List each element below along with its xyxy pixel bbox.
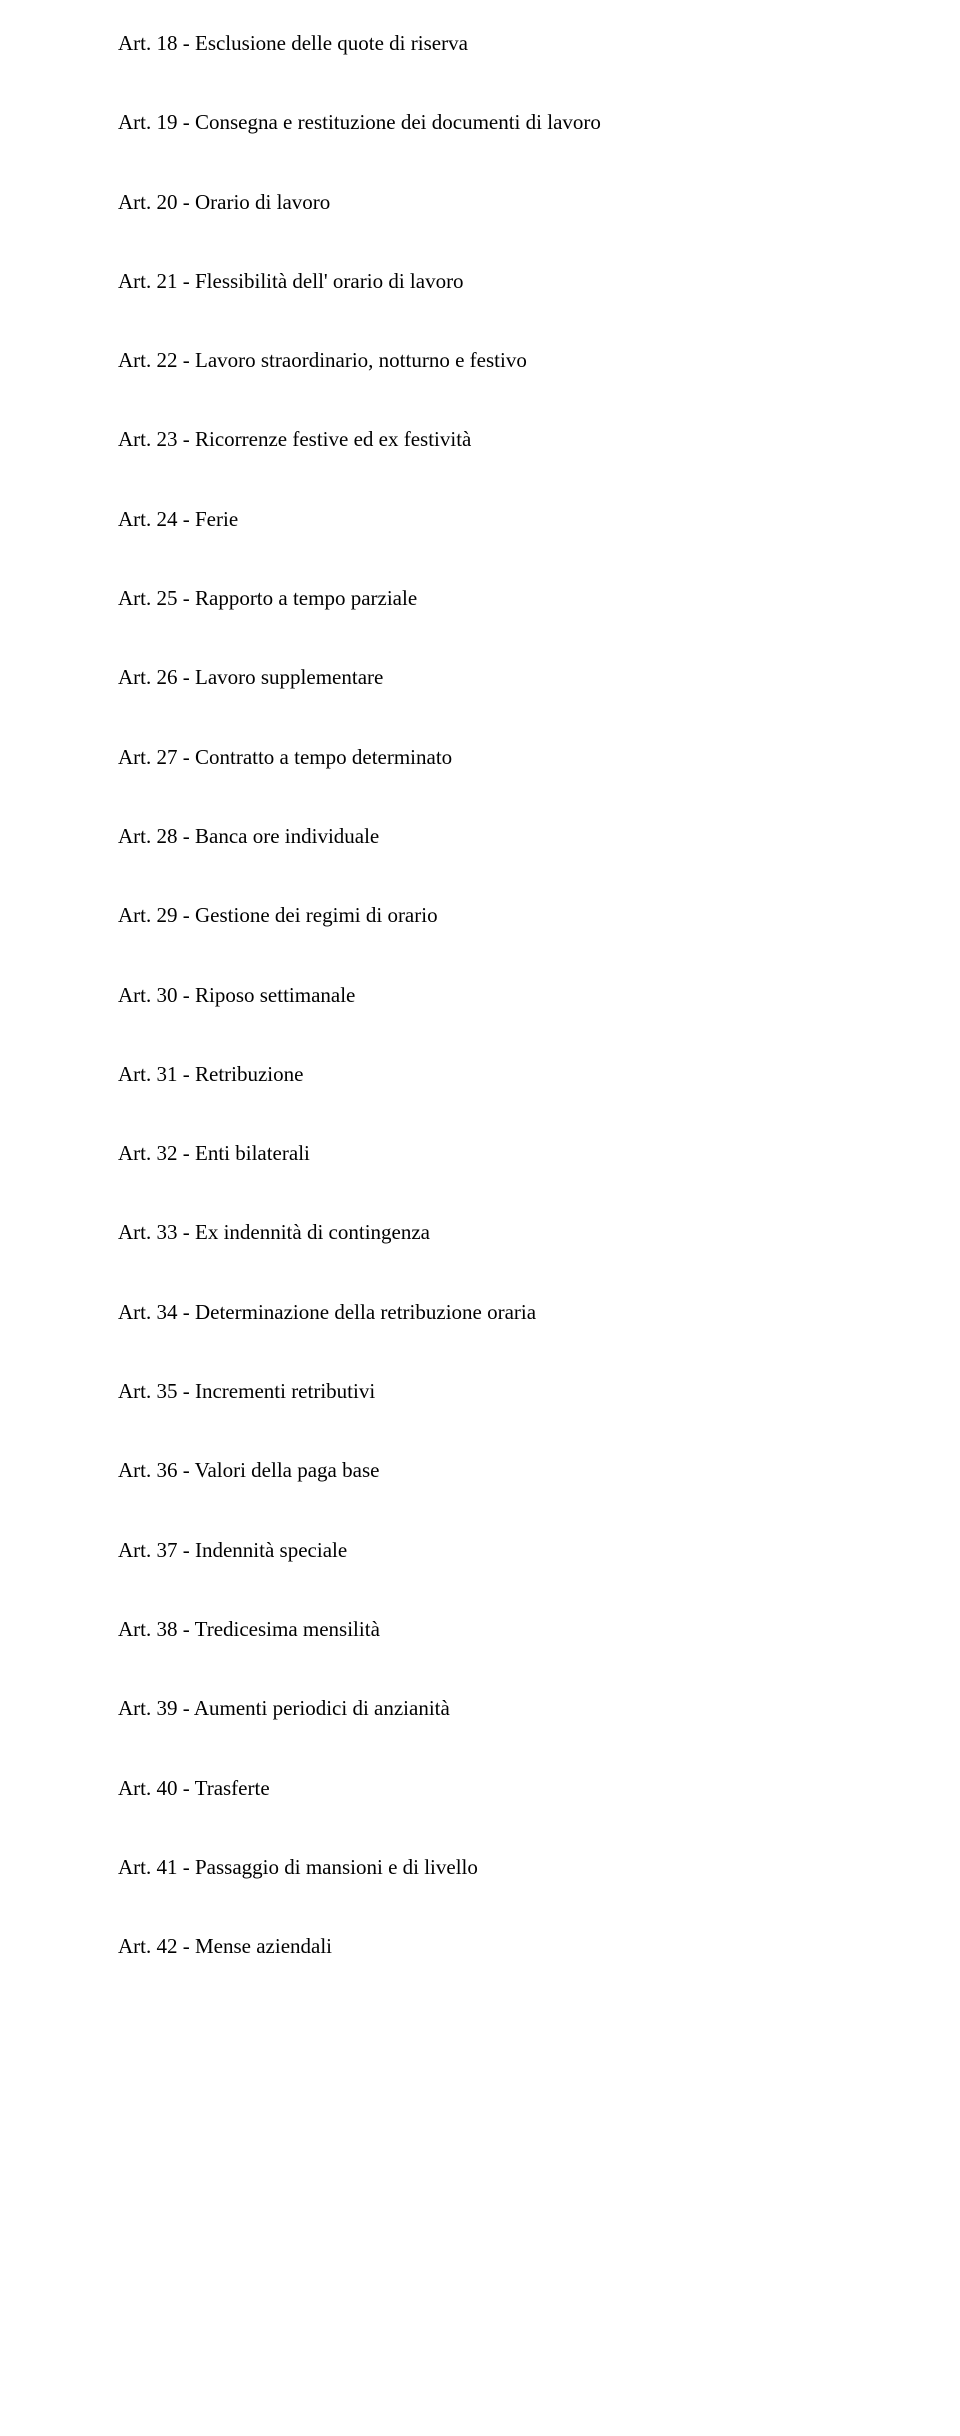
article-item: Art. 25 - Rapporto a tempo parziale: [118, 585, 842, 612]
article-item: Art. 18 - Esclusione delle quote di rise…: [118, 30, 842, 57]
article-item: Art. 36 - Valori della paga base: [118, 1457, 842, 1484]
article-item: Art. 40 - Trasferte: [118, 1775, 842, 1802]
article-item: Art. 28 - Banca ore individuale: [118, 823, 842, 850]
article-item: Art. 26 - Lavoro supplementare: [118, 664, 842, 691]
article-item: Art. 22 - Lavoro straordinario, notturno…: [118, 347, 842, 374]
article-item: Art. 32 - Enti bilaterali: [118, 1140, 842, 1167]
article-item: Art. 35 - Incrementi retributivi: [118, 1378, 842, 1405]
article-item: Art. 39 - Aumenti periodici di anzianità: [118, 1695, 842, 1722]
article-item: Art. 33 - Ex indennità di contingenza: [118, 1219, 842, 1246]
article-item: Art. 20 - Orario di lavoro: [118, 189, 842, 216]
article-item: Art. 19 - Consegna e restituzione dei do…: [118, 109, 842, 136]
article-list: Art. 18 - Esclusione delle quote di rise…: [118, 30, 842, 1960]
article-item: Art. 30 - Riposo settimanale: [118, 982, 842, 1009]
article-item: Art. 24 - Ferie: [118, 506, 842, 533]
article-item: Art. 37 - Indennità speciale: [118, 1537, 842, 1564]
article-item: Art. 21 - Flessibilità dell' orario di l…: [118, 268, 842, 295]
article-item: Art. 34 - Determinazione della retribuzi…: [118, 1299, 842, 1326]
article-item: Art. 38 - Tredicesima mensilità: [118, 1616, 842, 1643]
article-item: Art. 29 - Gestione dei regimi di orario: [118, 902, 842, 929]
article-item: Art. 23 - Ricorrenze festive ed ex festi…: [118, 426, 842, 453]
article-item: Art. 42 - Mense aziendali: [118, 1933, 842, 1960]
article-item: Art. 41 - Passaggio di mansioni e di liv…: [118, 1854, 842, 1881]
article-item: Art. 31 - Retribuzione: [118, 1061, 842, 1088]
article-item: Art. 27 - Contratto a tempo determinato: [118, 744, 842, 771]
